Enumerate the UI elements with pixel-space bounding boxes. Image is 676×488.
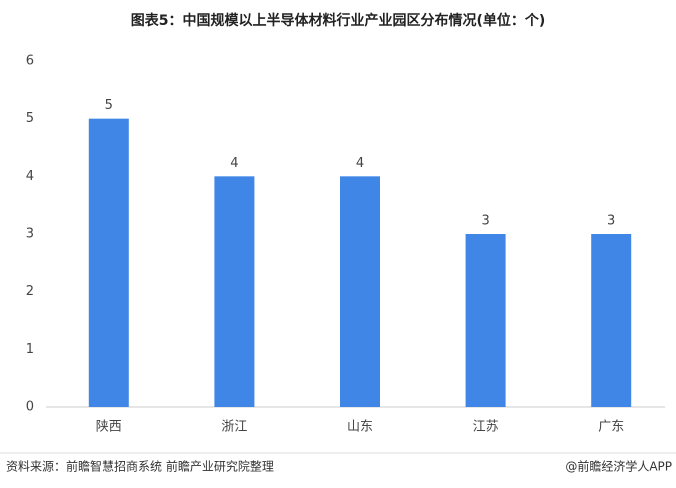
bar [214,176,255,407]
bar [465,234,506,407]
y-tick-label: 4 [26,169,34,184]
bar [88,118,129,408]
y-tick-label: 2 [26,284,34,299]
data-label: 3 [481,214,489,229]
data-label: 3 [607,214,615,229]
credit: @前瞻经济学人APP [565,459,672,474]
x-tick-label: 山东 [347,420,373,435]
y-tick-label: 5 [26,111,34,126]
y-tick-label: 6 [26,54,34,69]
bar [340,176,380,407]
data-label: 5 [105,98,113,113]
y-tick-label: 1 [26,342,34,357]
x-tick-label: 广东 [598,420,624,435]
y-tick-label: 3 [26,227,34,242]
x-tick-label: 浙江 [221,420,247,435]
data-label: 4 [230,156,238,171]
chart-title: 图表5：中国规模以上半导体材料行业产业园区分布情况(单位：个) [131,12,546,29]
x-tick-label: 江苏 [473,419,499,435]
data-label: 4 [356,156,364,171]
bar [591,234,632,407]
x-tick-label: 陕西 [96,420,122,435]
source-note: 资料来源：前瞻智慧招商系统 前瞻产业研究院整理 [6,459,274,474]
y-tick-label: 0 [26,400,34,415]
